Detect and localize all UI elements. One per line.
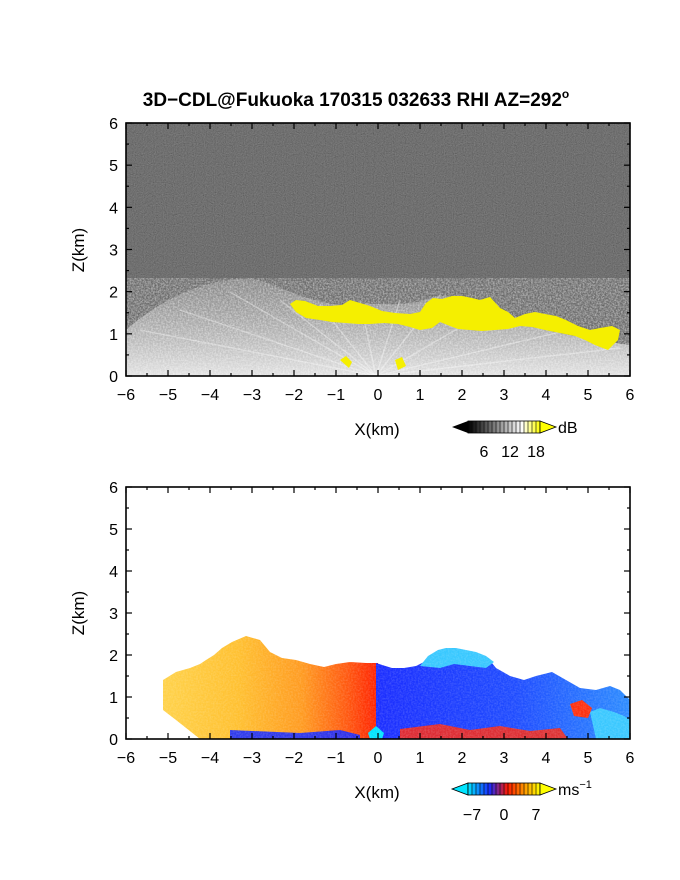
y-tick-label: 4 [109, 564, 118, 581]
x-tick-label: −4 [201, 387, 219, 404]
figure-title: 3D−CDL@Fukuoka 170315 032633 RHI AZ=292o [143, 87, 570, 111]
y-tick-label: 2 [109, 648, 118, 665]
y-tick-label: 5 [109, 522, 118, 539]
velocity-colorbar-tick: −7 [463, 807, 481, 824]
y-tick-label: 3 [109, 606, 118, 623]
x-tick-label: −2 [285, 387, 303, 404]
y-tick-label: 6 [109, 116, 118, 133]
velocity-colorbar: ms−1 −7 0 7 [450, 779, 592, 824]
reflectivity-colorbar: dB 6 12 18 [452, 420, 578, 461]
x-tick-label: −3 [243, 750, 261, 767]
x-tick-label: −1 [327, 750, 345, 767]
reflectivity-colorbar-tick: 18 [527, 444, 545, 461]
reflectivity-x-tick-labels: −6 −5 −4 −3 −2 −1 0 1 2 3 4 5 6 [117, 387, 635, 404]
y-tick-label: 1 [109, 327, 118, 344]
x-tick-label: 4 [542, 750, 551, 767]
velocity-y-axis-label: Z(km) [69, 591, 88, 635]
velocity-x-tick-labels: −6 −5 −4 −3 −2 −1 0 1 2 3 4 5 6 [117, 750, 635, 767]
y-tick-label: 0 [109, 369, 118, 386]
velocity-y-tick-labels: 0 1 2 3 4 5 6 [109, 480, 118, 749]
x-tick-label: 1 [416, 387, 425, 404]
reflectivity-y-tick-labels: 0 1 2 3 4 5 6 [109, 116, 118, 386]
x-tick-label: 6 [626, 750, 635, 767]
reflectivity-colorbar-tick: 12 [501, 444, 519, 461]
reflectivity-strong-echo [290, 296, 620, 350]
y-tick-label: 4 [109, 200, 118, 217]
reflectivity-y-axis-label: Z(km) [69, 228, 88, 272]
x-tick-label: 3 [500, 387, 509, 404]
x-tick-label: 0 [374, 387, 383, 404]
velocity-colorbar-tick: 7 [532, 807, 541, 824]
reflectivity-ticks [125, 122, 631, 377]
x-tick-label: 4 [542, 387, 551, 404]
x-tick-label: 3 [500, 750, 509, 767]
x-tick-label: 0 [374, 750, 383, 767]
x-tick-label: −1 [327, 387, 345, 404]
y-tick-label: 1 [109, 690, 118, 707]
velocity-colorbar-unit: ms−1 [558, 779, 592, 799]
reflectivity-colorbar-tick: 6 [480, 444, 489, 461]
x-tick-label: −4 [201, 750, 219, 767]
y-tick-label: 0 [109, 732, 118, 749]
x-tick-label: 6 [626, 387, 635, 404]
x-tick-label: −3 [243, 387, 261, 404]
y-tick-label: 2 [109, 285, 118, 302]
x-tick-label: 5 [584, 750, 593, 767]
y-tick-label: 3 [109, 243, 118, 260]
x-tick-label: 1 [416, 750, 425, 767]
velocity-ticks [125, 486, 631, 740]
reflectivity-near-echo [340, 356, 406, 370]
x-tick-label: 2 [458, 387, 467, 404]
x-tick-label: 5 [584, 387, 593, 404]
y-tick-label: 6 [109, 480, 118, 497]
x-tick-label: −2 [285, 750, 303, 767]
reflectivity-x-axis-label: X(km) [354, 420, 399, 439]
y-tick-label: 5 [109, 158, 118, 175]
reflectivity-colorbar-unit: dB [558, 420, 578, 437]
velocity-colorbar-tick: 0 [500, 807, 509, 824]
x-tick-label: −5 [159, 750, 177, 767]
x-tick-label: −5 [159, 387, 177, 404]
reflectivity-texture [126, 278, 630, 376]
velocity-x-axis-label: X(km) [354, 783, 399, 802]
x-tick-label: −6 [117, 387, 135, 404]
x-tick-label: 2 [458, 750, 467, 767]
x-tick-label: −6 [117, 750, 135, 767]
